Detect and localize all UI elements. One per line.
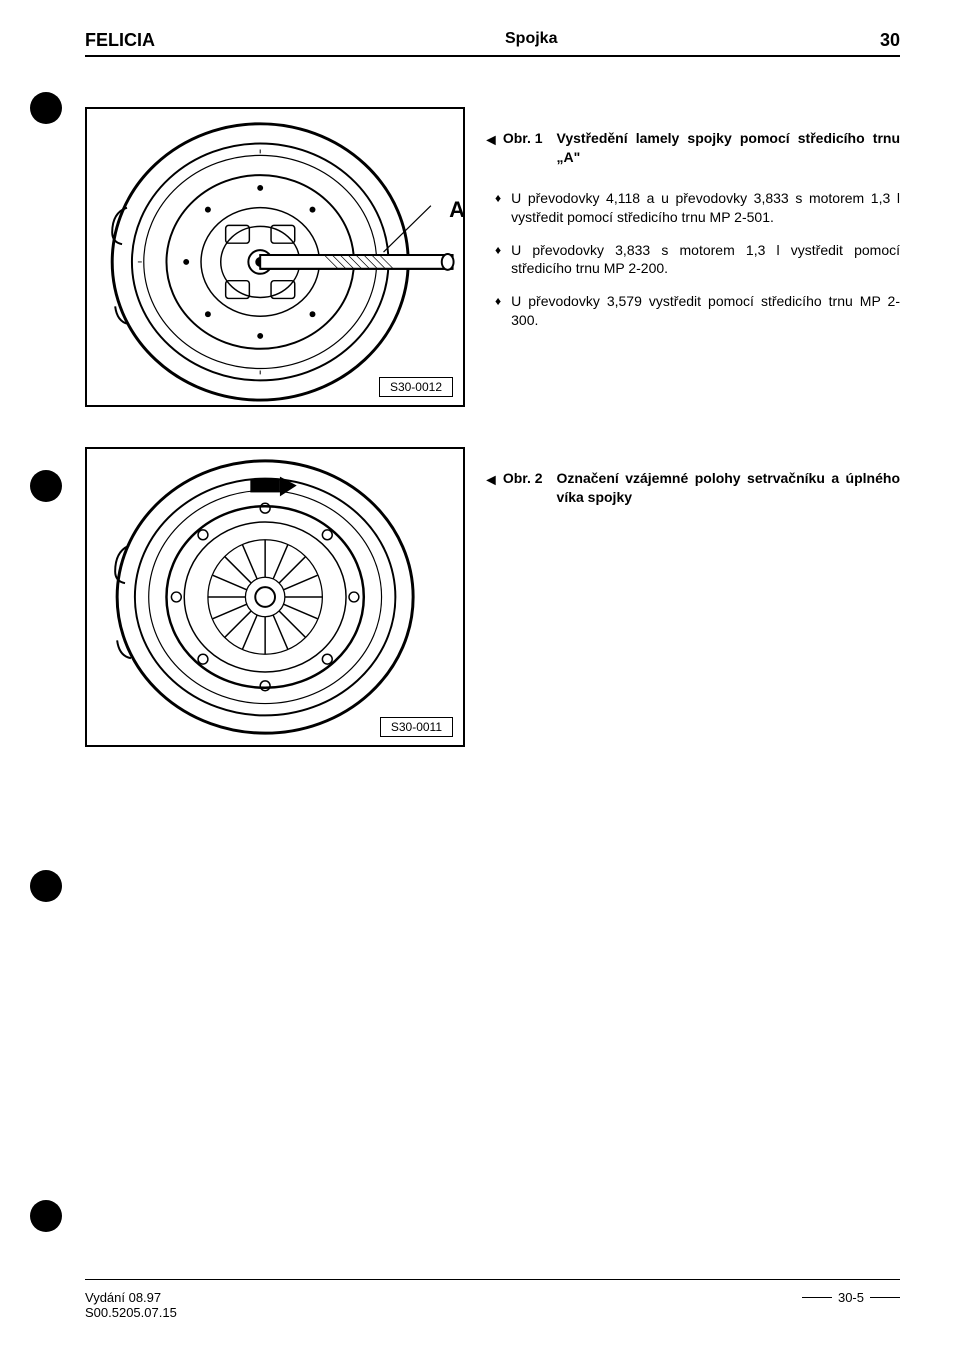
figure-2-drawing <box>87 449 463 745</box>
dash-icon <box>802 1297 832 1298</box>
bullet-text: U převodovky 4,118 a u převodovky 3,833 … <box>511 189 900 227</box>
page-footer: Vydání 08.97 S00.5205.07.15 30-5 <box>85 1279 900 1320</box>
page-header: FELICIA Spojka 30 <box>85 30 900 57</box>
punch-hole <box>30 1200 62 1232</box>
bullet-text: U převodovky 3,579 vystředit pomocí stře… <box>511 292 900 330</box>
footer-left: Vydání 08.97 S00.5205.07.15 <box>85 1290 177 1320</box>
figure-2-number: Obr. 2 <box>503 469 543 507</box>
figure-1-label-a: A <box>449 197 465 223</box>
footer-edition: Vydání 08.97 <box>85 1290 177 1305</box>
dash-icon <box>870 1297 900 1298</box>
bullet-item: ♦ U převodovky 4,118 a u převodovky 3,83… <box>483 189 900 227</box>
figure-1-title: ◄ Obr. 1 Vystředění lamely spojky pomocí… <box>483 129 900 167</box>
arrow-left-icon: ◄ <box>483 130 499 167</box>
punch-hole <box>30 470 62 502</box>
diamond-bullet-icon: ♦ <box>495 241 501 279</box>
figure-2-caption: Označení vzájemné polohy setrvačníku a ú… <box>557 469 900 507</box>
bullet-item: ♦ U převodovky 3,833 s motorem 1,3 l vys… <box>483 241 900 279</box>
bullet-text: U převodovky 3,833 s motorem 1,3 l vystř… <box>511 241 900 279</box>
figure-2-code: S30-0011 <box>380 717 453 737</box>
bullet-item: ♦ U převodovky 3,579 vystředit pomocí st… <box>483 292 900 330</box>
content-area: A S30-0012 ◄ Obr. 1 Vystředění lamely sp… <box>85 107 900 747</box>
figure-1-drawing <box>87 109 463 405</box>
header-chapter: 30 <box>840 30 900 51</box>
page-container: FELICIA Spojka 30 <box>85 30 900 1320</box>
figure-1-caption: Vystředění lamely spojky pomocí středicí… <box>557 129 900 167</box>
header-section: Spojka <box>465 30 840 51</box>
diamond-bullet-icon: ♦ <box>495 292 501 330</box>
footer-pagenum: 30-5 <box>838 1290 864 1305</box>
header-model: FELICIA <box>85 30 465 51</box>
arrow-left-icon: ◄ <box>483 470 499 507</box>
figure-1-code: S30-0012 <box>379 377 453 397</box>
figure-1-box: A S30-0012 <box>85 107 465 407</box>
figure-1-number: Obr. 1 <box>503 129 543 167</box>
figure-2-text: ◄ Obr. 2 Označení vzájemné polohy setrva… <box>465 447 900 529</box>
figure-1-text: ◄ Obr. 1 Vystředění lamely spojky pomocí… <box>465 107 900 344</box>
figure-section-1: A S30-0012 ◄ Obr. 1 Vystředění lamely sp… <box>85 107 900 407</box>
punch-hole <box>30 92 62 124</box>
diamond-bullet-icon: ♦ <box>495 189 501 227</box>
figure-section-2: S30-0011 ◄ Obr. 2 Označení vzájemné polo… <box>85 447 900 747</box>
punch-hole <box>30 870 62 902</box>
footer-right: 30-5 <box>802 1290 900 1305</box>
figure-2-title: ◄ Obr. 2 Označení vzájemné polohy setrva… <box>483 469 900 507</box>
figure-2-box: S30-0011 <box>85 447 465 747</box>
footer-docnum: S00.5205.07.15 <box>85 1305 177 1320</box>
